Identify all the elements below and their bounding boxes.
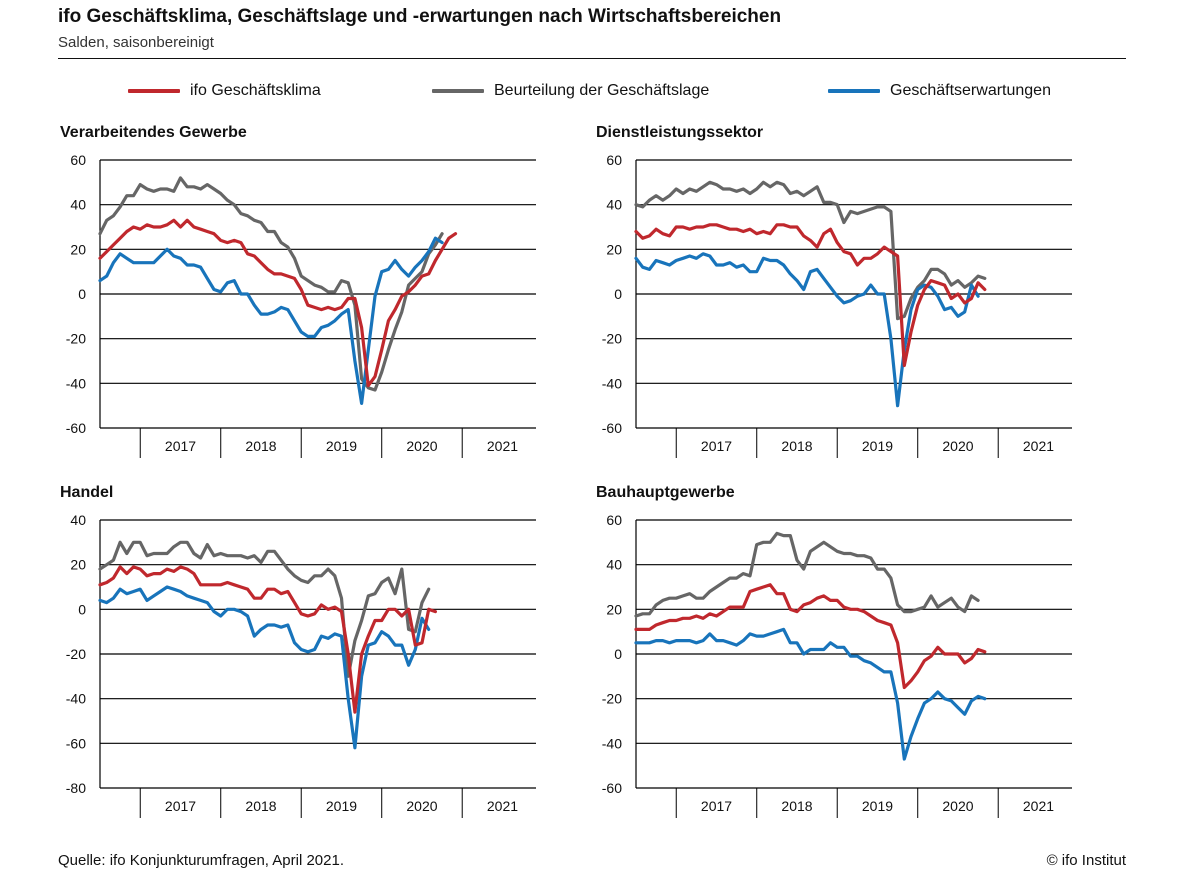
- y-tick-label: 40: [606, 197, 622, 213]
- series-line: [98, 540, 431, 678]
- y-tick-label: 40: [70, 512, 86, 528]
- y-tick-label: 40: [606, 557, 622, 573]
- chart-bauhauptgewerbe: -60 -40 -20 0 20 40 60 2017 2018 2019 2020 2021: [602, 512, 1072, 818]
- chart-subtitle: Salden, saisonbereinigt: [58, 34, 214, 51]
- y-tick-label: 20: [606, 601, 622, 617]
- y-tick-label: 20: [70, 241, 86, 257]
- legend: ifo Geschäftsklima Beurteilung der Gesch…: [0, 78, 1195, 104]
- series-line: [634, 627, 987, 761]
- x-tick-label: 2020: [942, 438, 973, 454]
- series-line: [634, 223, 987, 368]
- chart-title: ifo Geschäftsklima, Geschäftslage und -e…: [58, 6, 782, 27]
- header-rule: [58, 58, 1126, 59]
- panel-title: Dienstleistungssektor: [596, 124, 764, 141]
- x-tick-label: 2019: [326, 438, 357, 454]
- y-tick-label: 40: [70, 197, 86, 213]
- y-tick-label: -80: [66, 780, 86, 796]
- x-tick-label: 2020: [942, 798, 973, 814]
- x-tick-label: 2018: [245, 798, 276, 814]
- x-tick-label: 2019: [862, 438, 893, 454]
- y-tick-label: 0: [614, 646, 622, 662]
- x-tick-label: 2020: [406, 798, 437, 814]
- x-tick-label: 2017: [165, 438, 196, 454]
- y-tick-label: 60: [606, 512, 622, 528]
- series-line: [98, 565, 437, 714]
- x-tick-label: 2018: [245, 438, 276, 454]
- x-tick-label: 2021: [1023, 798, 1054, 814]
- y-tick-label: -20: [602, 691, 622, 707]
- y-tick-label: -60: [66, 420, 86, 436]
- legend-label-lage: Beurteilung der Geschäftslage: [494, 82, 710, 99]
- panel-title: Verarbeitendes Gewerbe: [60, 124, 247, 141]
- y-tick-label: -60: [66, 735, 86, 751]
- x-tick-label: 2017: [701, 798, 732, 814]
- panel-dienstleistungssektor: Dienstleistungssektor -60 -40 -20 0 20 40 60 20…: [590, 124, 1150, 484]
- x-tick-label: 2018: [781, 798, 812, 814]
- y-tick-label: -40: [66, 375, 86, 391]
- series-line: [98, 585, 431, 750]
- y-tick-label: 20: [70, 557, 86, 573]
- source-note: Quelle: ifo Konjunkturumfragen, April 20…: [58, 852, 345, 869]
- y-tick-label: 0: [78, 601, 86, 617]
- legend-item-lage: Beurteilung der Geschäftslage: [432, 78, 709, 104]
- series-line: [634, 583, 987, 690]
- y-tick-label: -60: [602, 420, 622, 436]
- y-tick-label: -60: [602, 780, 622, 796]
- y-tick-label: -40: [602, 375, 622, 391]
- y-tick-label: 0: [614, 286, 622, 302]
- x-tick-label: 2017: [701, 438, 732, 454]
- y-tick-label: 60: [70, 152, 86, 168]
- x-tick-label: 2021: [487, 438, 518, 454]
- panel-handel: Handel -80 -60 -40 -20 0 20 40 2017 2018 2019 2020…: [54, 484, 614, 844]
- x-tick-label: 2018: [781, 438, 812, 454]
- chart-verarbeitendes-gewerbe: -60 -40 -20 0 20 40 60 2017 2018 2019 2020 2021: [66, 152, 536, 458]
- y-tick-label: -20: [66, 646, 86, 662]
- x-tick-label: 2019: [862, 798, 893, 814]
- panel-title: Bauhauptgewerbe: [596, 484, 735, 501]
- chart-dienstleistungssektor: -60 -40 -20 0 20 40 60 2017 2018 2019 2020 2021: [602, 152, 1072, 458]
- legend-label-erwartungen: Geschäftserwartungen: [890, 82, 1051, 99]
- legend-swatch-klima: [128, 89, 180, 93]
- x-tick-label: 2021: [1023, 438, 1054, 454]
- series-line: [634, 252, 980, 408]
- series-line: [98, 176, 444, 392]
- legend-label-klima: ifo Geschäftsklima: [190, 82, 321, 99]
- x-tick-label: 2020: [406, 438, 437, 454]
- y-tick-label: 0: [78, 286, 86, 302]
- series-line: [98, 236, 444, 405]
- legend-swatch-lage: [432, 89, 484, 93]
- y-tick-label: 60: [606, 152, 622, 168]
- panel-verarbeitendes-gewerbe: Verarbeitendes Gewerbe -60 -40 -20 0 20 40 60 2…: [54, 124, 614, 484]
- x-tick-label: 2017: [165, 798, 196, 814]
- chart-handel: -80 -60 -40 -20 0 20 40 2017 2018 2019 2020 2021: [66, 512, 536, 818]
- y-tick-label: -40: [602, 735, 622, 751]
- x-tick-label: 2019: [326, 798, 357, 814]
- x-tick-label: 2021: [487, 798, 518, 814]
- series-line: [634, 180, 987, 321]
- legend-item-klima: ifo Geschäftsklima: [128, 78, 321, 104]
- copyright-note: © ifo Institut: [1046, 852, 1126, 869]
- y-tick-label: -20: [66, 331, 86, 347]
- panel-bauhauptgewerbe: Bauhauptgewerbe -60 -40 -20 0 20 40 60 2017 2018…: [590, 484, 1150, 844]
- series-line: [634, 531, 980, 618]
- panel-title: Handel: [60, 484, 114, 501]
- legend-item-erwartungen: Geschäftserwartungen: [828, 78, 1051, 104]
- y-tick-label: -20: [602, 331, 622, 347]
- y-tick-label: -40: [66, 691, 86, 707]
- legend-swatch-erwartungen: [828, 89, 880, 93]
- y-tick-label: 20: [606, 241, 622, 257]
- series-line: [98, 218, 458, 388]
